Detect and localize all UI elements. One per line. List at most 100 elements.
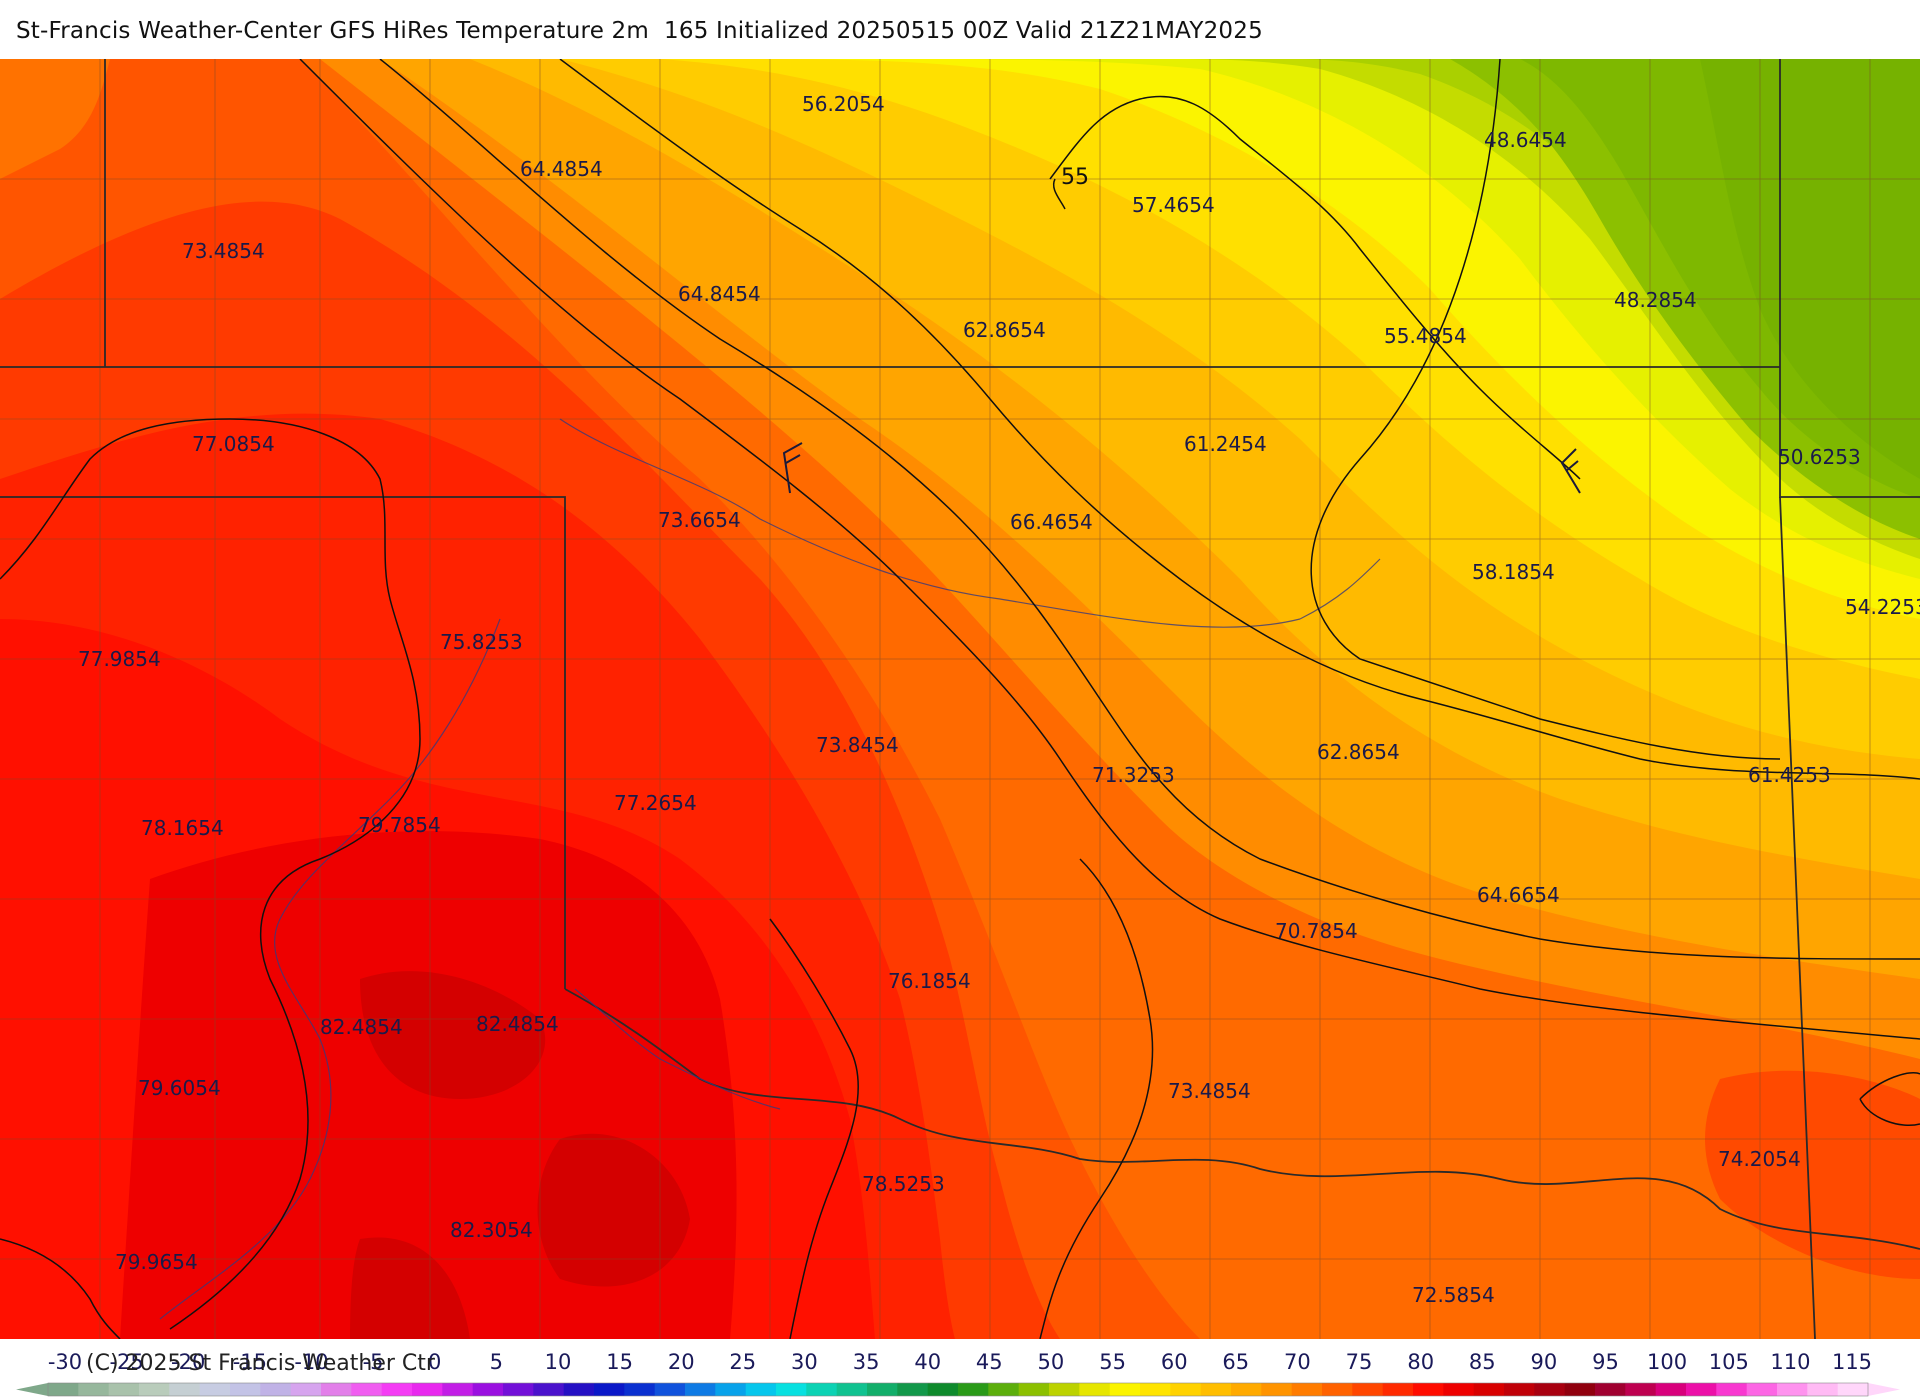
colorbar-swatch [1504, 1383, 1535, 1396]
value-label: 76.1854 [888, 969, 971, 993]
value-label: 57.4654 [1132, 193, 1215, 217]
colorbar-swatch [1200, 1383, 1232, 1396]
value-label: 77.9854 [78, 647, 161, 671]
state-boundaries [0, 59, 1920, 1339]
value-label: 79.7854 [358, 813, 441, 837]
wind-barb-east [1560, 448, 1581, 494]
colorbar-swatch [1322, 1383, 1353, 1396]
colorbar-swatch [1170, 1383, 1202, 1396]
colorbar-swatch [988, 1383, 1020, 1396]
contour-label: 55 [1061, 165, 1089, 190]
value-label: 73.4854 [1168, 1079, 1251, 1103]
value-label: 48.2854 [1614, 288, 1697, 312]
colorbar-tick-label: 85 [1469, 1350, 1496, 1374]
colorbar-tick-label: 25 [729, 1350, 756, 1374]
value-label: 74.2054 [1718, 1147, 1801, 1171]
value-label: 73.4854 [182, 239, 265, 263]
colorbar-tick-label: -15 [233, 1350, 267, 1374]
colorbar-tick-label: 35 [853, 1350, 880, 1374]
colorbar-swatch [533, 1383, 565, 1396]
colorbar-tick-label: 10 [545, 1350, 572, 1374]
value-label: 75.8253 [440, 630, 523, 654]
colorbar-swatch [1109, 1383, 1141, 1396]
value-label: 62.8654 [1317, 740, 1400, 764]
colorbar-swatch [836, 1383, 868, 1396]
colorbar-tick-label: 50 [1038, 1350, 1065, 1374]
value-label: 82.4854 [320, 1015, 403, 1039]
colorbar-swatch [321, 1383, 352, 1396]
colorbar-tick-label: 20 [668, 1350, 695, 1374]
value-label: 61.2454 [1184, 432, 1267, 456]
colorbar-swatch [806, 1383, 838, 1396]
colorbar-swatch [1352, 1383, 1384, 1396]
colorbar-swatch [78, 1383, 110, 1396]
colorbar-tick-label: 55 [1099, 1350, 1126, 1374]
colorbar-swatch [1140, 1383, 1171, 1396]
colorbar-swatch [472, 1383, 504, 1396]
colorbar-swatch [715, 1383, 747, 1396]
colorbar-swatch [108, 1383, 140, 1396]
colorbar-swatch [1777, 1383, 1808, 1396]
colorbar-swatch [503, 1383, 534, 1396]
colorbar-tick-label: 80 [1407, 1350, 1434, 1374]
isotherm-contours [0, 59, 1920, 1339]
county-boundaries [0, 59, 1920, 1339]
colorbar-tick-label: 70 [1284, 1350, 1311, 1374]
value-label: 66.4654 [1010, 510, 1093, 534]
temperature-colorbar: -30 -25 -20 -15 -10 -5 0 5 10 15 20 25 30 35 40 45 50 55 6… [0, 1339, 1920, 1400]
value-label: 82.4854 [476, 1012, 559, 1036]
colorbar-swatch [1382, 1383, 1414, 1396]
value-label: 79.6054 [138, 1076, 221, 1100]
colorbar-swatch [230, 1383, 261, 1396]
value-label: 62.8654 [963, 318, 1046, 342]
rivers [159, 418, 1381, 1320]
value-label: 78.1654 [141, 816, 224, 840]
colorbar-low-arrow [16, 1383, 48, 1396]
colorbar-swatch [1716, 1383, 1748, 1396]
colorbar-swatch [1231, 1383, 1262, 1396]
colorbar-tick-label: 5 [490, 1350, 503, 1374]
colorbar-tick-label: 30 [791, 1350, 818, 1374]
map-title: St-Francis Weather-Center GFS HiRes Temp… [16, 18, 1263, 44]
colorbar-tick-label: 110 [1770, 1350, 1810, 1374]
value-label: 64.4854 [520, 157, 603, 181]
value-label: 77.2654 [614, 791, 697, 815]
colorbar-tick-label: -20 [171, 1350, 205, 1374]
colorbar-swatch [1655, 1383, 1687, 1396]
value-label: 70.7854 [1275, 919, 1358, 943]
colorbar-tick-label: -30 [48, 1350, 82, 1374]
value-label: 71.3253 [1092, 763, 1175, 787]
colorbar-swatch [867, 1383, 898, 1396]
colorbar-tick-label: -5 [363, 1350, 384, 1374]
colorbar-tick-label: 65 [1222, 1350, 1249, 1374]
colorbar-swatch [48, 1383, 79, 1396]
colorbar-swatch [563, 1383, 595, 1396]
colorbar-tick-label: 75 [1346, 1350, 1373, 1374]
colorbar-swatch [1473, 1383, 1505, 1396]
colorbar-tick-label: -10 [294, 1350, 328, 1374]
colorbar-swatch [1049, 1383, 1080, 1396]
colorbar-swatch [1807, 1383, 1839, 1396]
colorbar-swatch [1746, 1383, 1778, 1396]
value-label: 72.5854 [1412, 1283, 1495, 1307]
colorbar-swatch [897, 1383, 929, 1396]
colorbar-tick-label: 115 [1832, 1350, 1872, 1374]
value-label: 55.4854 [1384, 324, 1467, 348]
colorbar-swatch [1261, 1383, 1293, 1396]
colorbar-swatch [1534, 1383, 1566, 1396]
colorbar-tick-label: 90 [1531, 1350, 1558, 1374]
colorbar-swatch [1595, 1383, 1626, 1396]
value-label: 48.6454 [1484, 128, 1567, 152]
colorbar-tick-label: 100 [1647, 1350, 1687, 1374]
colorbar-tick-label: 105 [1709, 1350, 1749, 1374]
colorbar-swatch [1837, 1383, 1869, 1396]
colorbar-tick-label: 95 [1592, 1350, 1619, 1374]
value-label: 73.6654 [658, 508, 741, 532]
wind-barbs [782, 442, 1581, 494]
value-label: 56.2054 [802, 92, 885, 116]
colorbar-swatch [1564, 1383, 1596, 1396]
colorbar-tick-labels: -30 -25 -20 -15 -10 -5 0 5 10 15 20 25 30 35 40 45 50 55 6… [48, 1350, 1872, 1374]
colorbar-swatch [442, 1383, 474, 1396]
value-label: 73.8454 [816, 733, 899, 757]
value-label: 78.5253 [862, 1172, 945, 1196]
